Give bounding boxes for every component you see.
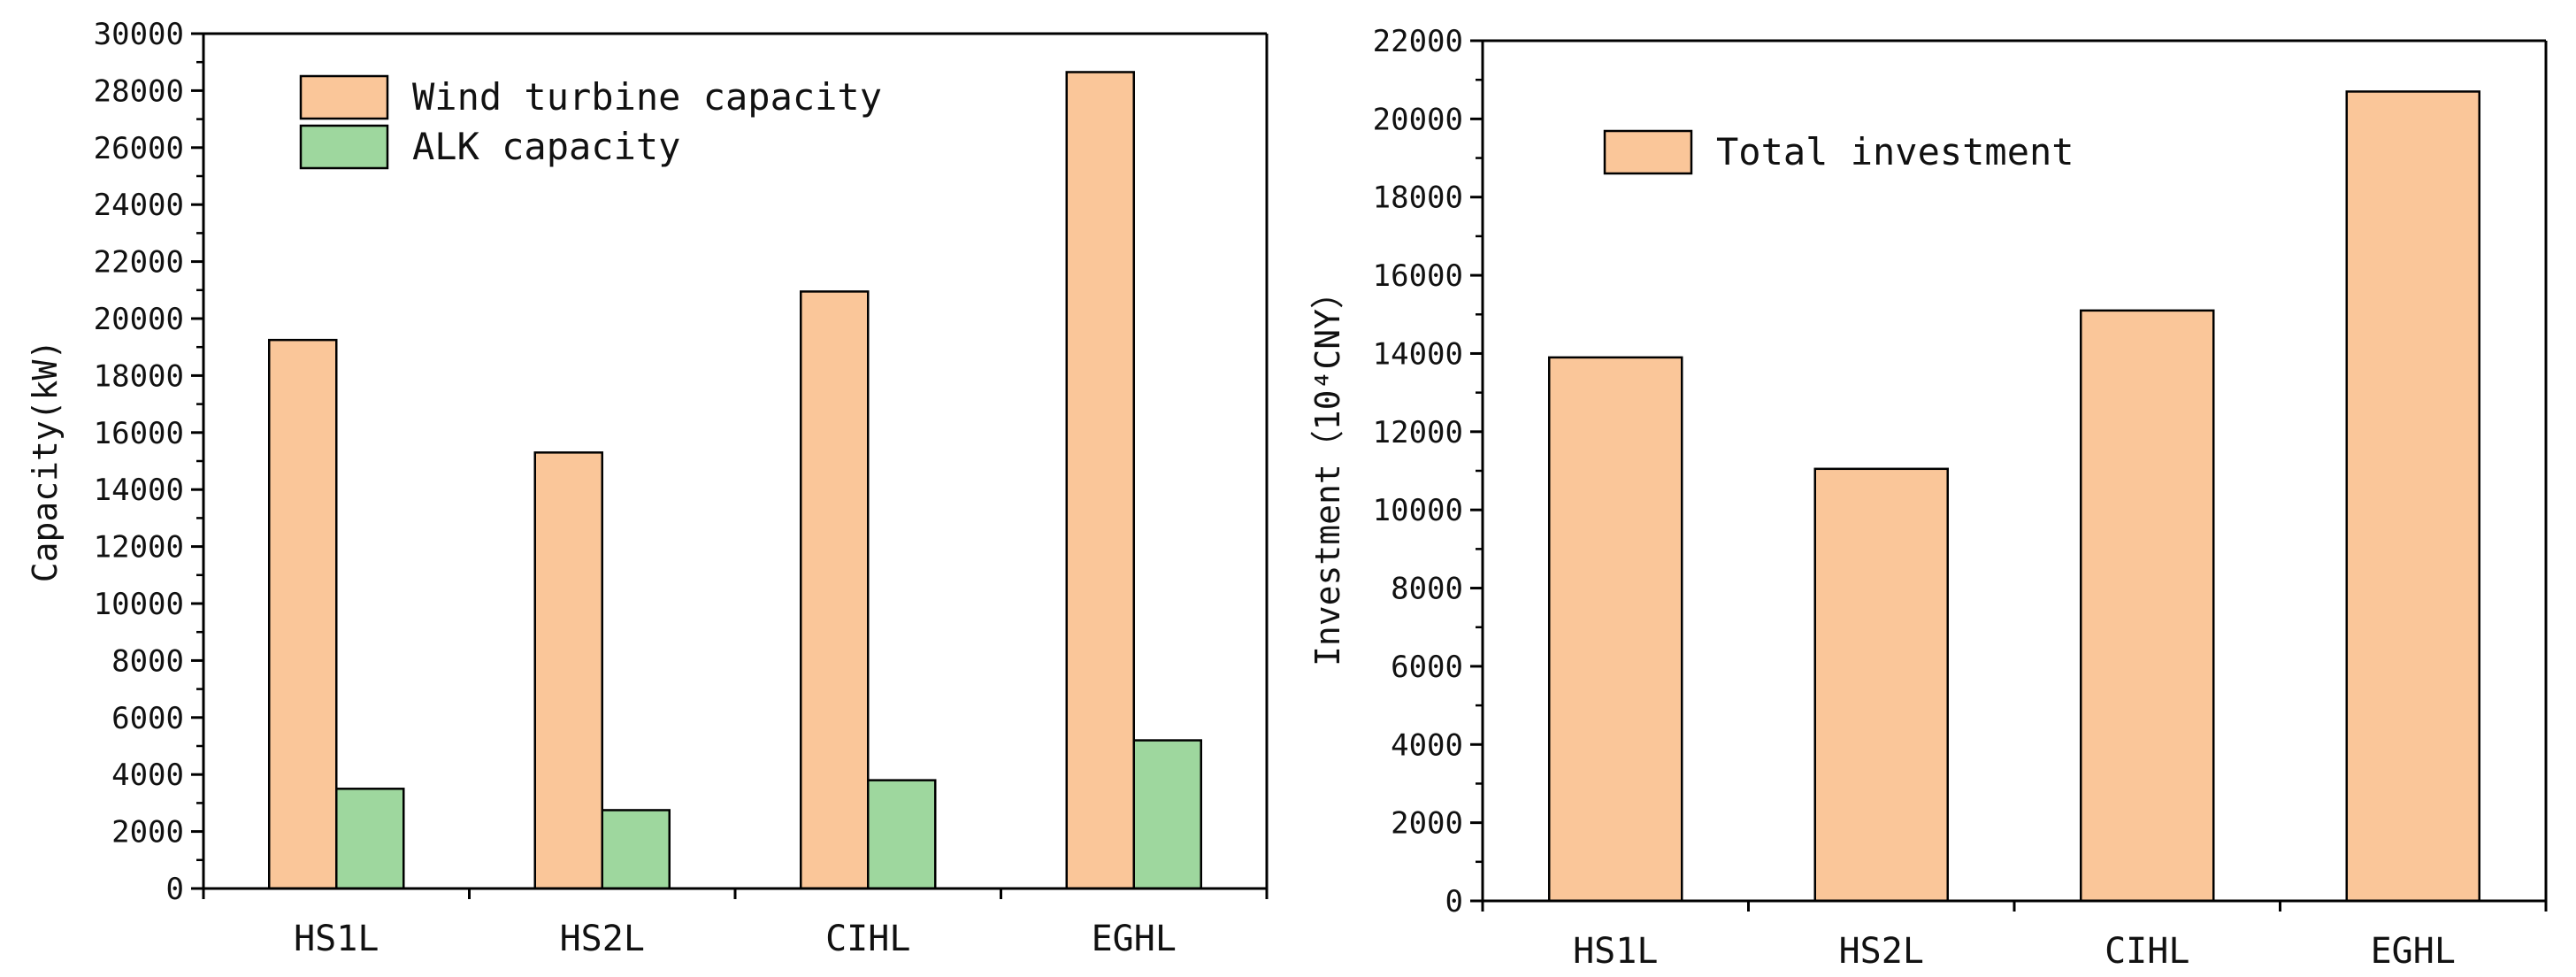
x-tick-label: EGHL	[1092, 919, 1177, 959]
x-tick-label: CIHL	[2104, 931, 2189, 972]
y-tick-label: 8000	[1391, 572, 1463, 607]
investment-chart: 0 2000 4000 6000 8000 10000 12000 14000 16000 180…	[1308, 24, 2548, 972]
y-tick-label: 6000	[111, 701, 184, 736]
y-tick-label: 2000	[1391, 806, 1463, 842]
y-tick-label: 16000	[94, 416, 184, 451]
bar-cihl-series-0	[800, 290, 870, 890]
bar-hs1l-series-1	[335, 788, 405, 890]
y-tick-label: 20000	[94, 302, 184, 337]
bar-hs2l-series-0	[1813, 467, 1949, 903]
y-tick-label: 12000	[94, 530, 184, 565]
y-tick-label: 2000	[111, 815, 184, 850]
y-tick-label: 28000	[94, 73, 184, 109]
y-tick-label: 10000	[94, 587, 184, 622]
y-tick-label: 0	[166, 872, 184, 907]
legend-swatch	[1603, 129, 1693, 175]
y-axis-title: Capacity(kW)	[26, 340, 65, 583]
y-tick-label: 24000	[94, 188, 184, 223]
y-tick-label: 14000	[94, 473, 184, 508]
bar-eghl-series-0	[1065, 71, 1135, 890]
y-tick-label: 4000	[111, 758, 184, 793]
x-tick-label: HS1L	[294, 919, 379, 959]
y-tick-label: 14000	[1373, 336, 1463, 372]
y-tick-label: 26000	[94, 131, 184, 166]
bar-hs2l-series-0	[533, 451, 603, 890]
x-tick-label: CIHL	[825, 919, 910, 959]
y-tick-label: 6000	[1391, 650, 1463, 685]
legend-label: Total investment	[1716, 130, 2074, 173]
legend-label: Wind turbine capacity	[412, 75, 882, 119]
bar-cihl-series-1	[867, 779, 937, 890]
y-tick-label: 22000	[1373, 24, 1463, 59]
x-tick-label: HS2L	[1839, 931, 1924, 972]
y-tick-label: 16000	[1373, 258, 1463, 294]
y-tick-label: 22000	[94, 245, 184, 281]
x-tick-label: HS1L	[1573, 931, 1658, 972]
y-tick-label: 12000	[1373, 415, 1463, 450]
bar-eghl-series-1	[1132, 739, 1202, 890]
y-tick-label: 18000	[94, 358, 184, 394]
y-tick-label: 18000	[1373, 181, 1463, 216]
legend-swatch	[299, 124, 389, 170]
y-tick-label: 8000	[111, 643, 184, 679]
legend-swatch	[299, 74, 389, 120]
y-tick-label: 0	[1445, 884, 1463, 919]
y-tick-label: 30000	[94, 17, 184, 52]
bar-hs1l-series-0	[1548, 356, 1683, 903]
y-tick-label: 20000	[1373, 102, 1463, 137]
bar-cihl-series-0	[2080, 309, 2215, 903]
y-tick-label: 10000	[1373, 493, 1463, 528]
capacity-chart: 0 2000 4000 6000 8000 10000 12000 14000 16000 180…	[26, 17, 1269, 959]
legend-label: ALK capacity	[412, 125, 680, 168]
bar-hs2l-series-1	[601, 809, 671, 890]
x-tick-label: HS2L	[560, 919, 645, 959]
y-tick-label: 4000	[1391, 727, 1463, 763]
bar-eghl-series-0	[2345, 90, 2480, 903]
bar-hs1l-series-0	[268, 338, 338, 890]
y-axis-title: Investment（10⁴CNY）	[1308, 275, 1347, 666]
x-tick-label: EGHL	[2371, 931, 2456, 972]
